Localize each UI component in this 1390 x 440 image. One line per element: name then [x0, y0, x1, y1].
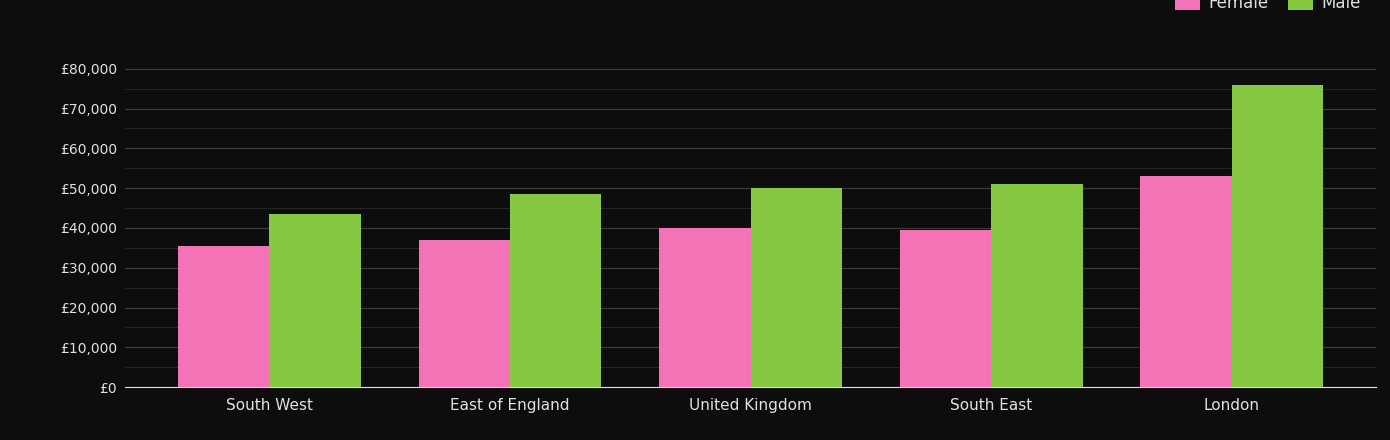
Legend: Female, Male: Female, Male: [1168, 0, 1368, 19]
Bar: [1140, 176, 1232, 387]
Bar: [418, 240, 510, 387]
Bar: [659, 228, 751, 387]
Bar: [899, 230, 991, 387]
Bar: [270, 214, 361, 387]
Bar: [991, 184, 1083, 387]
Bar: [1232, 84, 1323, 387]
Bar: [178, 246, 270, 387]
Bar: [510, 194, 602, 387]
Bar: [751, 188, 842, 387]
